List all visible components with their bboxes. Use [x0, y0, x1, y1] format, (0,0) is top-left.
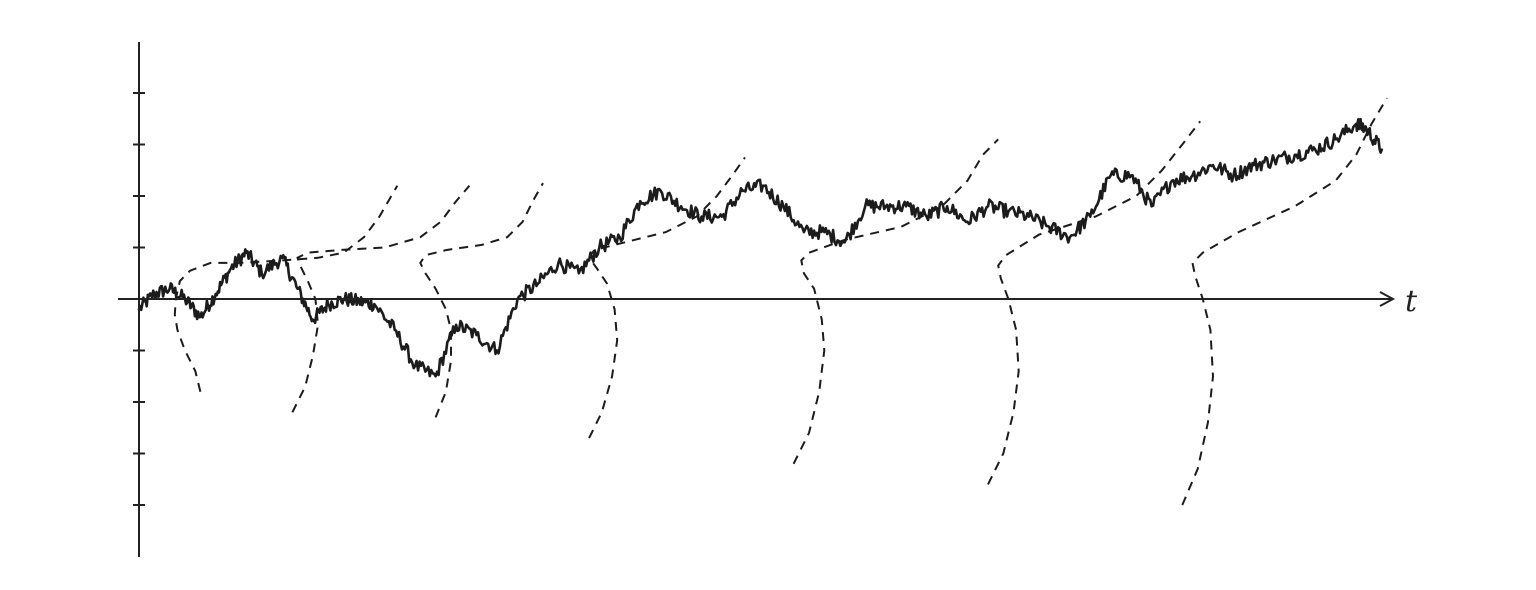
x-axis-label: t — [1405, 284, 1418, 319]
density-curve-5 — [792, 138, 999, 465]
sample-path-line — [137, 117, 1384, 378]
sample-paths — [137, 117, 1384, 378]
density-curve-7 — [1181, 97, 1388, 506]
density-curve-6 — [987, 120, 1201, 485]
density-curve-3 — [419, 182, 544, 418]
density-curves — [173, 97, 1388, 506]
density-curve-2 — [291, 185, 471, 413]
density-curve-4 — [587, 156, 746, 439]
x-axis-arrowhead — [1379, 291, 1396, 307]
density-curve-1 — [173, 185, 399, 392]
